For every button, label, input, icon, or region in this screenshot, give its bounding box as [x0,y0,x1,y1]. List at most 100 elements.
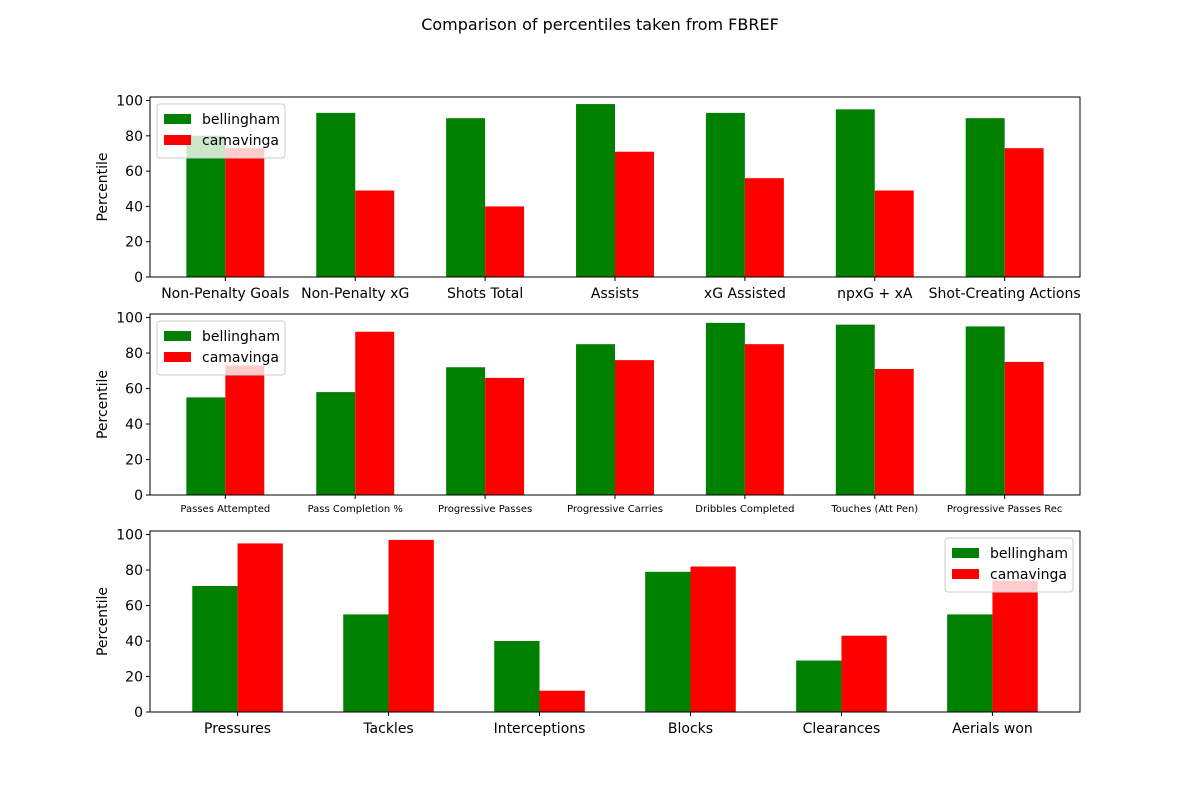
x-tick-label: Passes Attempted [180,504,270,515]
x-tick-label: Non-Penalty Goals [161,286,289,302]
bar-camavinga-2 [388,539,434,712]
bar-camavinga-7 [1004,148,1044,277]
bar-bellingham-2 [316,392,356,495]
bar-camavinga-3 [485,377,525,495]
bar-bellingham-1 [192,586,238,712]
x-tick-label: Blocks [668,721,713,737]
legend-label-bellingham: bellingham [202,112,280,128]
bar-bellingham-4 [576,344,615,495]
subplot-1: 0 20 40 60 80 100 Percentile Non-Penalty Goals N… [95,94,1081,302]
y-tick-label: 80 [125,346,143,362]
legend-label-bellingham: bellingham [202,329,280,345]
y-tick-label: 60 [125,382,143,398]
bar-bellingham-3 [446,118,486,277]
bar-camavinga-4 [690,566,736,712]
bar-bellingham-4 [645,571,691,712]
legend: bellingham camavinga [156,320,286,376]
x-tick-label: Assists [591,286,639,302]
x-tick-label: Progressive Carries [567,504,663,515]
bar-bellingham-2 [343,614,389,712]
bar-camavinga-5 [841,635,887,712]
y-tick-label: 0 [134,270,143,286]
y-axis-label: Percentile [95,587,111,656]
x-tick-label: Shots Total [447,286,523,302]
legend: bellingham camavinga [156,103,286,159]
bar-bellingham-7 [965,326,1005,495]
x-tick-label: Dribbles Completed [695,504,794,515]
y-tick-label: 20 [125,235,143,251]
y-tick-label: 100 [116,94,143,110]
y-tick-label: 100 [116,311,143,327]
bar-camavinga-4 [615,151,654,277]
y-axis-label: Percentile [95,370,111,439]
bar-bellingham-5 [796,660,842,712]
bar-camavinga-6 [992,580,1038,712]
x-tick-label: Touches (Att Pen) [830,504,918,515]
bar-bellingham-3 [494,641,540,712]
y-tick-label: 40 [125,199,143,215]
y-tick-label: 100 [116,528,143,544]
bar-bellingham-1 [186,397,226,495]
legend-swatch-camavinga [164,352,191,362]
bar-camavinga-6 [874,190,914,277]
bar-bellingham-5 [705,112,745,277]
bar-bellingham-7 [965,118,1005,277]
x-tick-label: Interceptions [494,721,586,737]
bar-bellingham-6 [835,109,875,278]
bar-bellingham-3 [446,367,486,495]
axes-frame [149,530,1081,713]
x-tick-label: Progressive Passes [438,504,532,515]
x-tick-label: Pass Completion % [308,504,403,515]
y-tick-label: 0 [134,705,143,721]
bar-bellingham-6 [947,614,993,712]
x-tick-label: Shot-Creating Actions [929,286,1081,302]
bar-camavinga-1 [225,365,265,495]
bar-camavinga-6 [874,369,914,495]
legend-label-camavinga: camavinga [990,567,1067,583]
y-tick-label: 80 [125,563,143,579]
subplot-2: 0 20 40 60 80 100 Percentile Passes Attempted Pa… [95,311,1081,515]
x-tick-label: Clearances [803,721,881,737]
bar-camavinga-4 [615,360,654,495]
y-tick-label: 40 [125,417,143,433]
bar-camavinga-5 [744,344,784,495]
x-tick-label: Pressures [204,721,271,737]
y-tick-label: 60 [125,164,143,180]
legend-swatch-camavinga [952,569,979,579]
legend-swatch-bellingham [952,548,979,558]
legend-label-bellingham: bellingham [990,546,1068,562]
legend-label-camavinga: camavinga [202,133,279,149]
y-tick-label: 80 [125,129,143,145]
bar-bellingham-1 [186,135,226,277]
legend-swatch-bellingham [164,331,191,341]
bar-camavinga-1 [225,148,265,277]
subplot-3: 0 20 40 60 80 100 Percentile Pressures Tackles In… [95,528,1081,737]
x-tick-label: Progressive Passes Rec [947,504,1063,515]
x-tick-label: npxG + xA [837,286,913,302]
bar-bellingham-5 [705,322,745,495]
y-tick-label: 60 [125,599,143,615]
y-tick-label: 20 [125,453,143,469]
x-tick-label: Tackles [362,721,413,737]
bar-camavinga-5 [744,178,784,277]
bar-camavinga-3 [539,690,585,712]
y-axis-label: Percentile [95,152,111,221]
x-tick-label: Aerials won [952,721,1033,737]
y-tick-label: 0 [134,488,143,504]
y-tick-label: 40 [125,634,143,650]
legend-swatch-bellingham [164,114,191,124]
bar-bellingham-2 [316,112,356,277]
y-tick-label: 20 [125,670,143,686]
legend-swatch-camavinga [164,135,191,145]
bar-camavinga-7 [1004,361,1044,495]
legend-label-camavinga: camavinga [202,350,279,366]
bar-camavinga-3 [485,206,525,277]
figure-title: Comparison of percentiles taken from FBR… [421,15,779,34]
bar-bellingham-4 [576,104,615,277]
bar-camavinga-2 [355,190,395,277]
x-tick-label: Non-Penalty xG [301,286,409,302]
bar-camavinga-2 [355,331,395,495]
legend: bellingham camavinga [944,537,1074,593]
